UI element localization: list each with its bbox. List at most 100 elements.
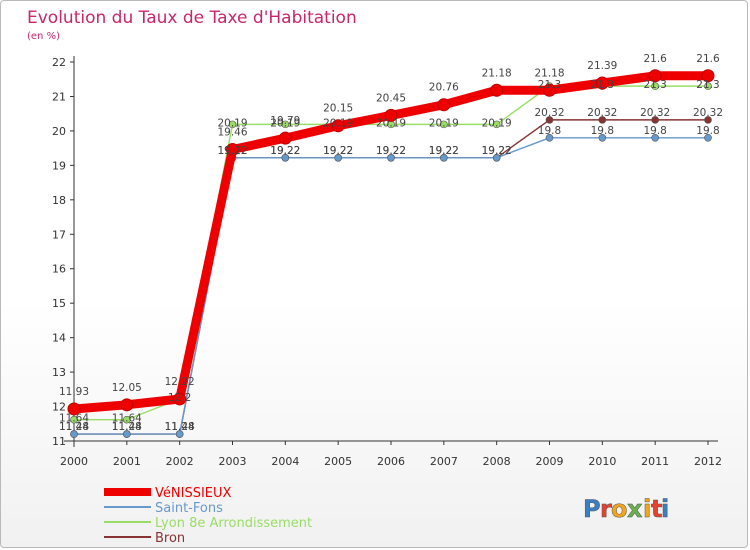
data-label: 20.32 xyxy=(693,107,723,119)
data-point xyxy=(281,153,290,162)
data-label: 12.22 xyxy=(165,376,195,388)
y-tick-label: 16 xyxy=(52,263,66,276)
data-point xyxy=(651,116,659,124)
x-tick-label: 2011 xyxy=(641,455,669,468)
data-point xyxy=(598,116,607,124)
data-point xyxy=(595,76,609,90)
data-label: 19.22 xyxy=(270,145,300,157)
data-label: 11.24 xyxy=(59,421,89,433)
data-label: 19.22 xyxy=(429,145,459,157)
data-label: 19.22 xyxy=(270,145,300,157)
data-point xyxy=(492,120,501,129)
logo-letter: o xyxy=(611,495,628,523)
data-label: 20.45 xyxy=(376,92,406,104)
data-point xyxy=(545,116,554,124)
logo-letter: r xyxy=(600,495,612,523)
data-label: 11.24 xyxy=(112,421,142,433)
x-tick-label: 2002 xyxy=(166,455,194,468)
data-label: 21.3 xyxy=(591,79,614,91)
x-tick-label: 2006 xyxy=(377,455,405,468)
data-label: 12.05 xyxy=(112,382,142,394)
data-point xyxy=(334,153,342,162)
data-label: 20.15 xyxy=(323,103,353,115)
data-point xyxy=(704,134,712,142)
data-point xyxy=(704,116,712,124)
data-point xyxy=(545,134,554,142)
data-label: 19.22 xyxy=(217,145,247,157)
y-tick-label: 20 xyxy=(52,125,66,138)
data-label: 20.32 xyxy=(587,107,617,119)
x-tick-label: 2005 xyxy=(324,455,352,468)
data-label: 21.3 xyxy=(538,79,561,91)
data-label: 12.2 xyxy=(168,392,191,404)
data-point xyxy=(70,430,78,438)
data-point xyxy=(437,98,451,112)
data-point xyxy=(440,120,448,129)
data-label: 11.48 xyxy=(165,421,195,433)
data-label: 20.32 xyxy=(640,107,670,119)
data-label: 11.24 xyxy=(165,421,195,433)
data-label: 19.22 xyxy=(482,145,512,157)
data-point xyxy=(228,120,237,129)
x-tick-label: 2000 xyxy=(60,455,88,468)
data-point xyxy=(70,415,78,424)
data-label: 11.48 xyxy=(59,421,89,433)
data-point xyxy=(651,82,659,90)
series-layer xyxy=(67,69,715,438)
y-tick-label: 18 xyxy=(52,194,66,207)
series-line xyxy=(73,137,709,435)
data-label: 19.22 xyxy=(376,145,406,157)
data-point xyxy=(492,153,501,162)
x-tick-label: 2004 xyxy=(271,455,299,468)
x-tick-label: 2007 xyxy=(430,455,458,468)
data-label: 19.22 xyxy=(429,145,459,157)
x-tick-label: 2008 xyxy=(483,455,511,468)
chart-subtitle: (en %) xyxy=(27,31,60,42)
data-label: 19.46 xyxy=(217,127,247,139)
data-labels: 11.93 12.05 12.22 19.46 19.79 20.15 20.45 20.76… xyxy=(59,53,723,433)
data-label: 21.3 xyxy=(643,79,666,91)
y-tick-label: 14 xyxy=(52,332,66,345)
data-label: 20.19 xyxy=(429,117,459,129)
x-tick-label: 2010 xyxy=(588,455,616,468)
y-tick-label: 22 xyxy=(52,56,66,69)
data-label: 19.8 xyxy=(643,125,666,137)
legend-label: Lyon 8e Arrondissement xyxy=(155,516,312,531)
data-label: 19.8 xyxy=(696,125,719,137)
data-label: 11.64 xyxy=(112,413,142,425)
data-point xyxy=(440,153,448,162)
y-tick-label: 12 xyxy=(52,401,66,414)
data-label: 20.19 xyxy=(217,117,247,129)
data-point xyxy=(226,143,239,157)
data-label: 20.76 xyxy=(429,82,459,94)
logo-letter: x xyxy=(627,495,643,523)
data-point xyxy=(120,398,134,412)
y-tick-label: 13 xyxy=(52,366,66,379)
y-tick-label: 15 xyxy=(52,297,66,310)
data-point xyxy=(278,131,292,145)
data-point xyxy=(281,120,290,129)
axes: 11 12 13 14 15 16 17 18 19 20 21 22 2000 2001 2002 2003… xyxy=(52,56,722,468)
data-label: 21.6 xyxy=(643,53,667,65)
data-point xyxy=(648,69,662,83)
x-tick-label: 2009 xyxy=(536,455,564,468)
data-label: 19.22 xyxy=(217,145,247,157)
data-point xyxy=(123,430,131,438)
logo-letter: i xyxy=(661,495,669,523)
data-point xyxy=(598,134,607,142)
data-point xyxy=(490,83,504,97)
x-tick-label: 2003 xyxy=(219,455,247,468)
chart-title: Evolution du Taux de Taxe d'Habitation xyxy=(27,8,357,28)
data-label: 11.93 xyxy=(59,386,89,398)
y-tick-label: 19 xyxy=(52,159,66,172)
y-tick-label: 11 xyxy=(52,435,66,448)
x-tick-label: 2012 xyxy=(694,455,722,468)
data-label: 21.18 xyxy=(534,67,564,79)
legend-label: VéNISSIEUX xyxy=(155,486,232,501)
y-tick-label: 21 xyxy=(52,90,66,103)
data-label: 20.32 xyxy=(534,107,564,119)
data-label: 19.22 xyxy=(376,145,406,157)
data-point xyxy=(123,415,131,424)
